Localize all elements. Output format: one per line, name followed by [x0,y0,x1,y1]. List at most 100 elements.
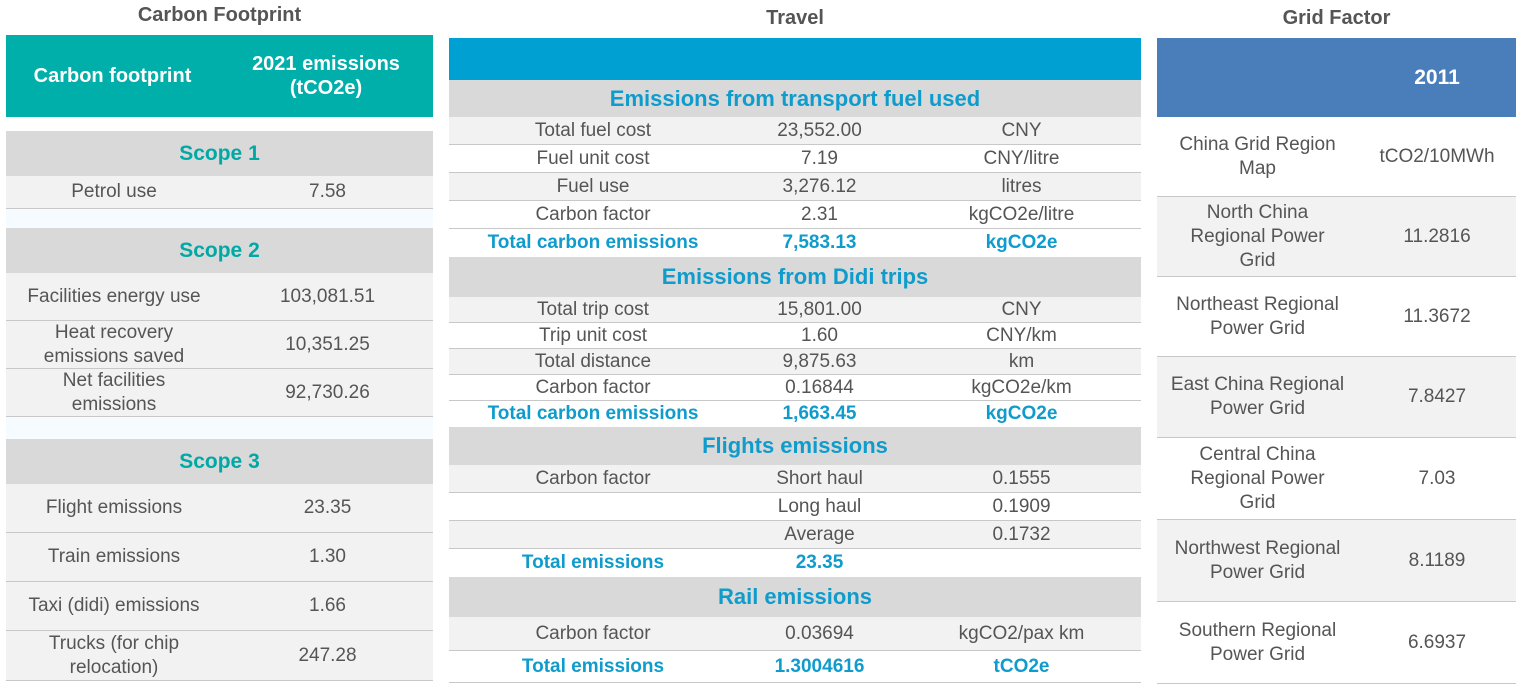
row-label: Carbon factor [535,376,651,398]
didi-section-label: Emissions from Didi trips [661,264,929,289]
row-value: Long haul [777,495,862,517]
row-value: 1.66 [309,595,346,616]
row-label: Total fuel cost [534,119,652,141]
carbon-header-col1: Carbon footprint [33,65,192,87]
table-row: Facilities energy use 103,081.51 [6,273,433,321]
fuel-total-row: Total carbon emissions 7,583.13 kgCO2e [449,229,1141,257]
table-row: Trip unit cost 1.60 CNY/km [449,323,1141,349]
travel-panel: Travel Emissions from transport fuel use… [449,0,1141,688]
carbon-footprint-title: Carbon Footprint [137,4,302,26]
grid-factor-panel: Grid Factor 2011 China Grid Region Map t… [1157,0,1516,688]
table-row: Northeast Regional Power Grid 11.3672 [1157,277,1516,357]
row-name: Petrol use [71,181,157,202]
table-row: Flight emissions 23.35 [6,484,433,533]
row-unit: CNY/km [986,324,1057,346]
table-row: Central China Regional Power Grid 7.03 [1157,438,1516,520]
table-row: Long haul 0.1909 [449,493,1141,521]
grid-region-name: Southern Regional Power Grid [1178,619,1337,665]
grid-region-name: East China Regional Power Grid [1170,374,1345,419]
table-row: Carbon factor Short haul 0.1555 [449,465,1141,493]
row-label: Fuel use [556,175,630,197]
row-value: 0.16844 [785,376,854,398]
fuel-section-header: Emissions from transport fuel used [449,80,1141,117]
table-row: Carbon factor 0.03694 kgCO2/pax km [449,617,1141,651]
total-value: 23.35 [795,552,844,573]
row-name: Facilities energy use [27,285,201,307]
row-name: Trucks (for chip relocation) [48,632,180,678]
row-value: 7.19 [801,147,838,169]
row-label: Carbon factor [535,467,651,489]
grid-region-value: 11.3672 [1403,305,1471,327]
table-row: Heat recovery emissions saved 10,351.25 [6,321,433,369]
row-label: Trip unit cost [538,324,648,346]
scope3-label: Scope 3 [179,449,260,473]
row-unit: kgCO2/pax km [958,622,1085,644]
row-value: 23,552.00 [777,119,862,141]
total-label: Total carbon emissions [487,403,699,424]
grid-region-name: China Grid Region Map [1179,133,1336,179]
row-value: 103,081.51 [279,285,376,307]
scope1-header: Scope 1 [6,131,433,176]
row-name: Net facilities emissions [62,369,166,415]
total-unit [902,549,1141,577]
row-value: 1.30 [309,546,346,567]
row-label [449,493,737,520]
total-label: Total emissions [521,655,665,677]
row-value: 1.60 [801,324,838,346]
table-row: Carbon factor 0.16844 kgCO2e/km [449,375,1141,401]
total-value: 7,583.13 [782,232,857,253]
rail-total-row: Total emissions 1.3004616 tCO2e [449,651,1141,683]
row-label: Total distance [534,350,652,372]
row-unit: kgCO2e/litre [968,203,1075,225]
row-label: Carbon factor [535,203,651,225]
grid-region-name: Northeast Regional Power Grid [1176,293,1339,339]
table-row: North China Regional Power Grid 11.2816 [1157,197,1516,277]
row-unit: 0.1909 [992,495,1051,517]
travel-header-bar [449,38,1141,80]
grid-header-col2: 2011 [1414,65,1460,89]
row-label: Fuel unit cost [536,147,650,169]
table-row: East China Regional Power Grid 7.8427 [1157,357,1516,438]
row-unit: CNY/litre [983,147,1060,169]
grid-region-name: North China Regional Power Grid [1190,201,1325,271]
scope1-label: Scope 1 [179,141,260,165]
row-name: Flight emissions [45,497,183,518]
row-name: Train emissions [47,546,181,567]
row-label: Total trip cost [537,298,649,320]
table-row: Northwest Regional Power Grid 8.1189 [1157,520,1516,602]
row-unit: litres [1001,175,1042,197]
grid-region-value: 8.1189 [1408,549,1466,571]
spacer [6,209,433,228]
flights-section-header: Flights emissions [449,427,1141,465]
row-unit: 0.1732 [992,523,1051,545]
total-unit: kgCO2e [985,403,1058,424]
travel-title: Travel [766,7,824,29]
row-value: 0.03694 [785,622,854,644]
table-row: Total trip cost 15,801.00 CNY [449,297,1141,323]
fuel-section-label: Emissions from transport fuel used [609,85,981,111]
row-unit: CNY [1001,298,1042,320]
carbon-footprint-panel: Carbon Footprint Carbon footprint 2021 e… [6,0,433,688]
row-name: Taxi (didi) emissions [28,595,200,616]
didi-total-row: Total carbon emissions 1,663.45 kgCO2e [449,401,1141,427]
row-value: 2.31 [801,203,838,225]
row-unit: CNY [1001,119,1042,141]
row-value: 247.28 [298,644,357,666]
total-label: Total emissions [521,552,665,573]
scope3-header: Scope 3 [6,439,433,484]
grid-header-col1 [1157,38,1358,117]
table-row: Net facilities emissions 92,730.26 [6,369,433,417]
rail-section-header: Rail emissions [449,577,1141,617]
table-row: Train emissions 1.30 [6,533,433,582]
row-value: 9,875.63 [782,350,857,372]
total-unit: tCO2e [993,655,1050,677]
table-row: Petrol use 7.58 [6,176,433,209]
grid-region-value: 7.03 [1418,467,1456,489]
scope2-label: Scope 2 [179,238,260,262]
rail-section-label: Rail emissions [717,584,873,609]
total-unit: kgCO2e [985,232,1058,253]
grid-factor-title: Grid Factor [1282,7,1391,29]
row-value: 3,276.12 [782,175,857,197]
row-value: 10,351.25 [285,333,370,355]
carbon-header-row: Carbon footprint 2021 emissions (tCO2e) [6,35,433,117]
